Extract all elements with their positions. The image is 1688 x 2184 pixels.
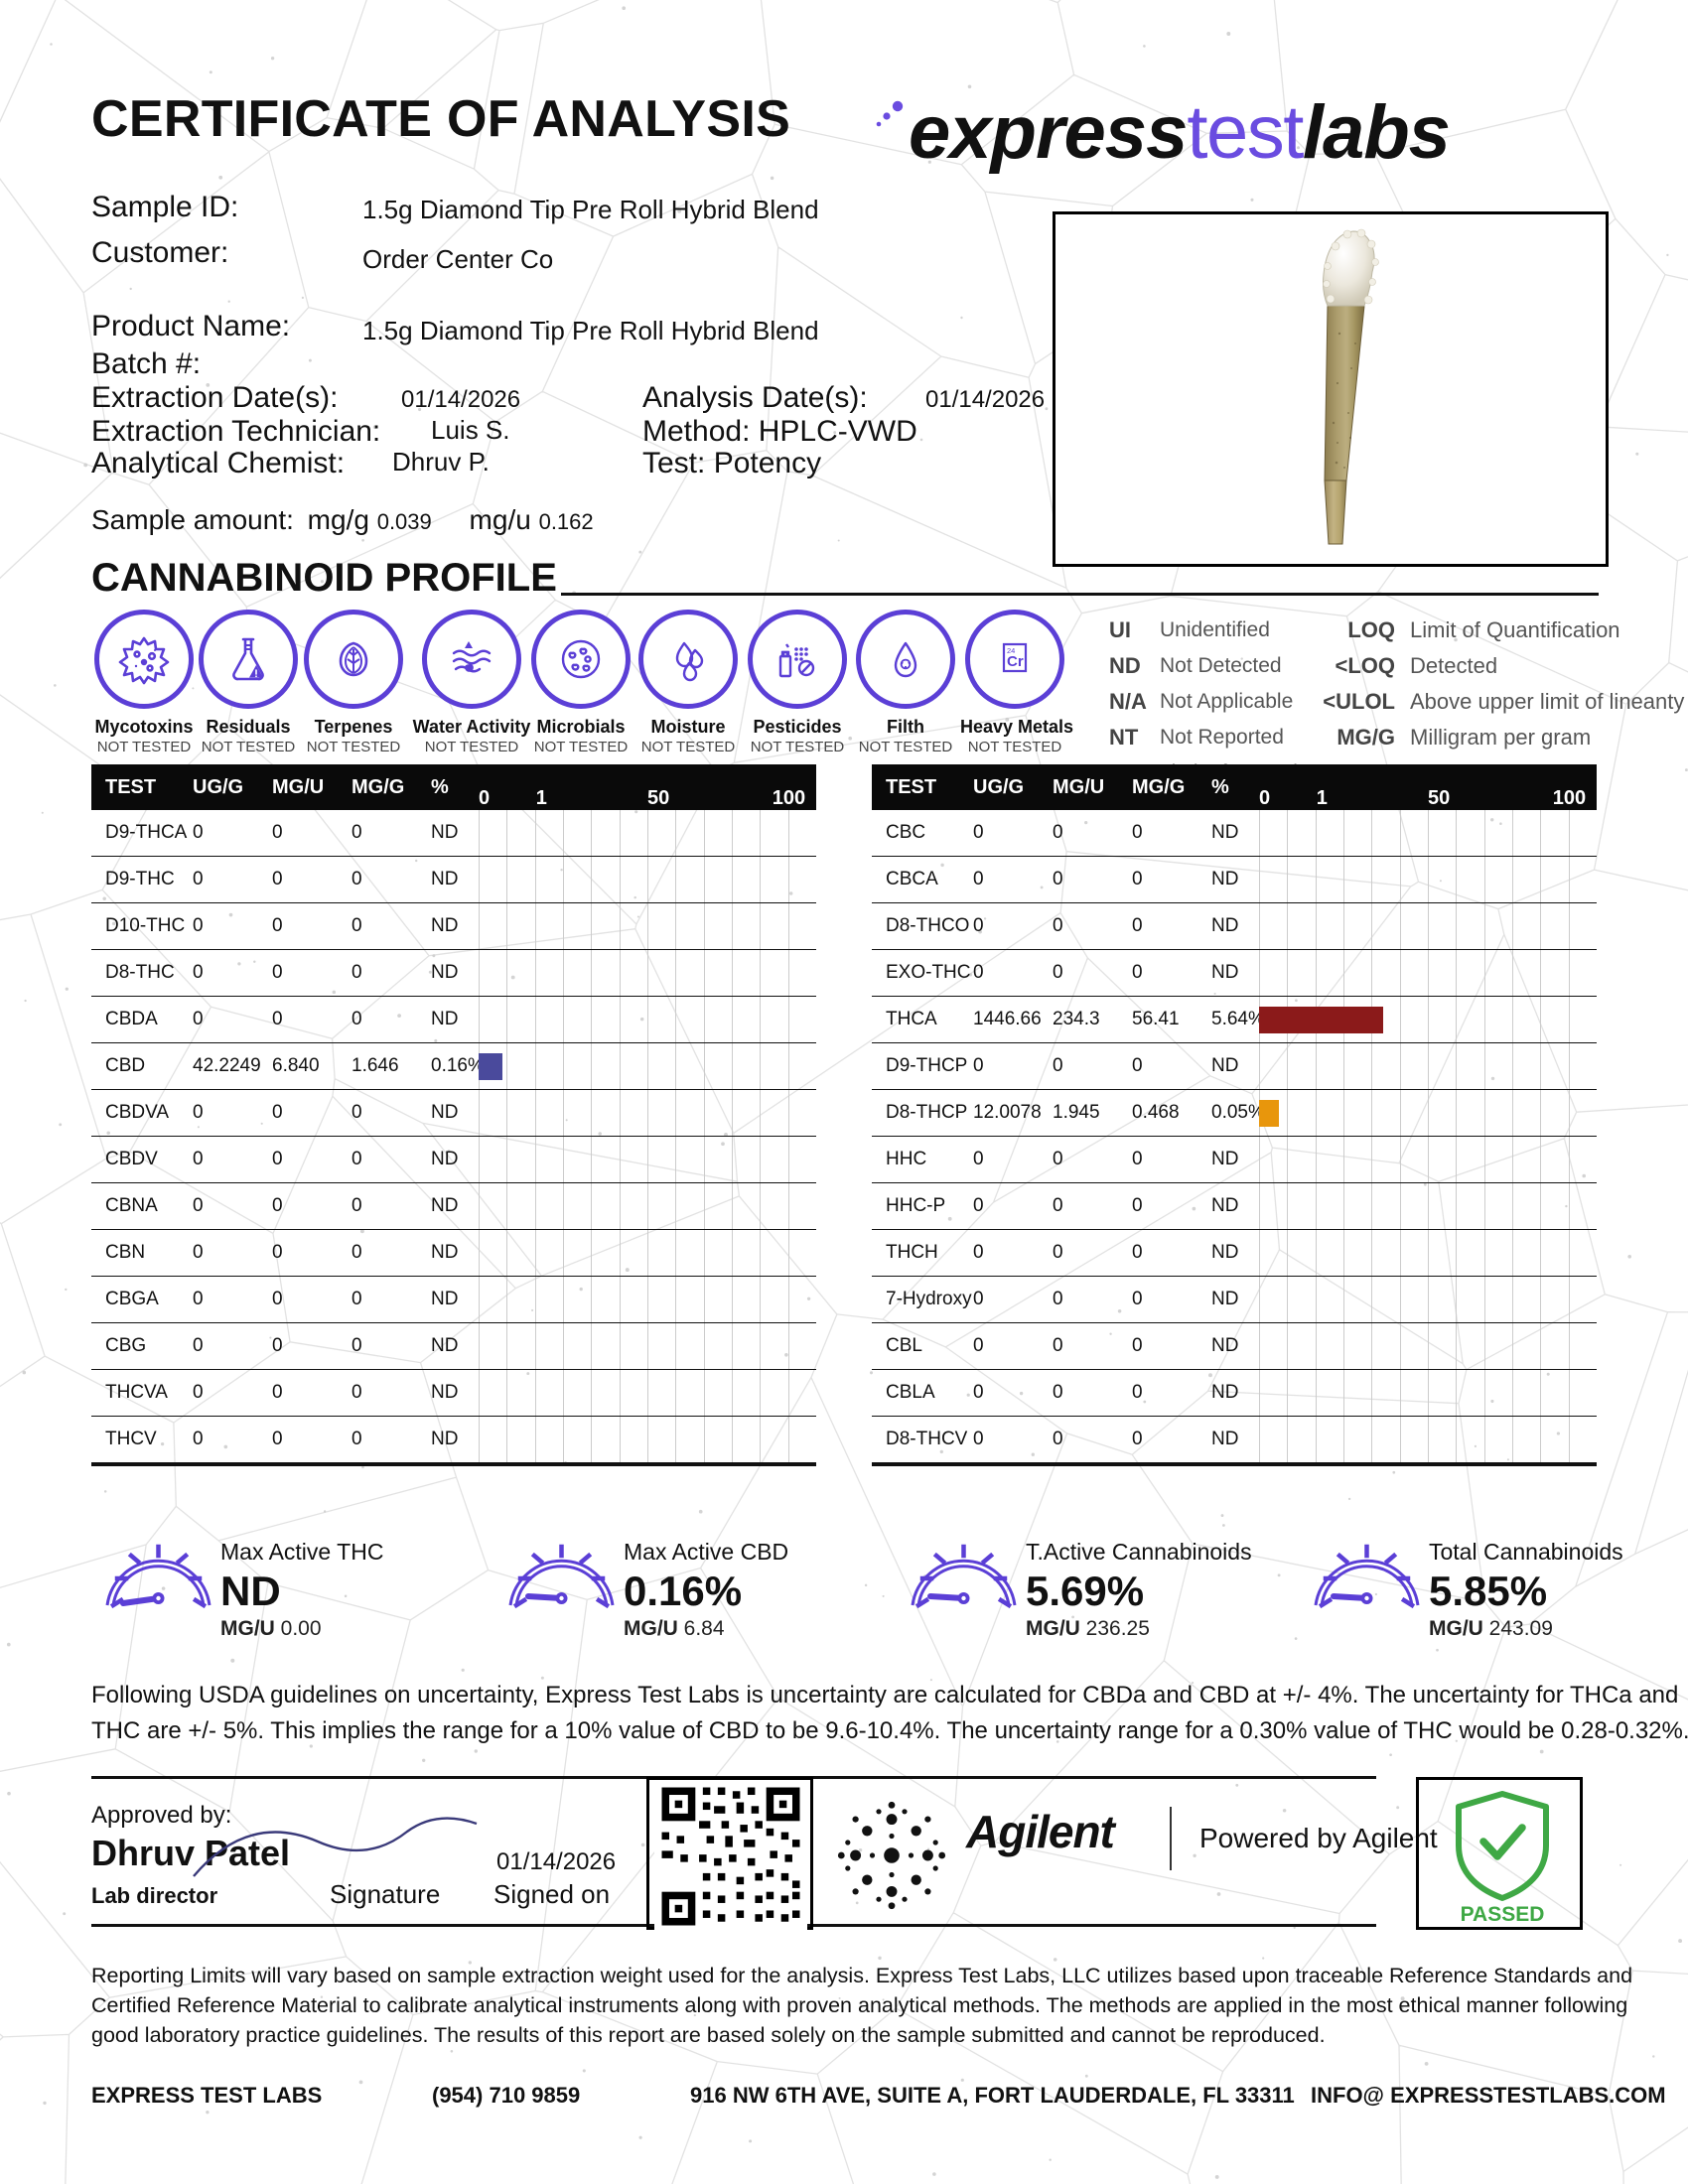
svg-text:Cr: Cr xyxy=(1007,653,1024,670)
svg-text:PASSED: PASSED xyxy=(1461,1903,1545,1926)
